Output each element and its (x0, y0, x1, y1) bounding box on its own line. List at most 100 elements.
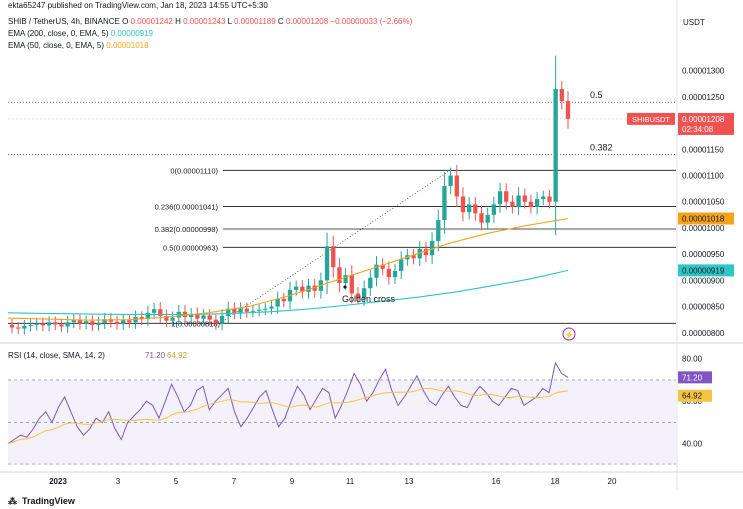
candle-body (83, 321, 89, 324)
candle-body (121, 320, 126, 324)
candle-body (516, 195, 521, 207)
candle-body (349, 275, 354, 294)
candle-body (90, 321, 95, 325)
candle-body (312, 285, 317, 291)
candle-body (269, 306, 274, 309)
last-price-tag-bg (678, 112, 734, 135)
lightning-icon (562, 327, 576, 341)
time-tick: 3 (116, 477, 121, 486)
fib-level-label: 0.382(0.00000998) (155, 225, 219, 234)
time-tick: 20 (608, 477, 617, 486)
candle-body (399, 259, 404, 271)
candle-body (528, 201, 534, 207)
candle-body (473, 204, 478, 214)
rsi-sma-tag: 64.92 (682, 392, 703, 401)
candle-body (559, 89, 564, 102)
candle-body (188, 313, 194, 318)
fib-ext-label-upper: 0.5 (590, 90, 603, 100)
rsi-legend-value: 71.20 (145, 351, 166, 360)
candle-body (59, 324, 64, 327)
price-tick: 0.00000900 (682, 276, 725, 285)
legend-change: −0.00000033 (−2.66%) (330, 17, 413, 26)
candle-body (460, 196, 466, 213)
candle-body (40, 323, 46, 326)
candle-body (355, 293, 361, 299)
candle-body (164, 315, 169, 321)
candle-body (504, 191, 509, 202)
ema200-value: 0.00000919 (110, 29, 153, 38)
golden-cross-label: Golden cross (342, 294, 396, 304)
rsi-value-tag: 71.20 (682, 373, 703, 382)
candle-body (337, 267, 342, 283)
candle-body (53, 322, 58, 325)
candle-body (219, 315, 225, 324)
fib-level-label: 0.236(0.00001041) (155, 202, 219, 211)
ema200-legend: EMA (200, close, 0, EMA, 5) 0.00000919 (8, 29, 153, 38)
fib-level-label: 0(0.00001110) (170, 166, 218, 175)
ema200-line (7, 269, 569, 315)
candle-body (226, 308, 231, 316)
footer-logo: TradingView (22, 496, 76, 506)
candle-body (263, 308, 268, 310)
candle-body (553, 89, 558, 202)
candle-body (423, 248, 429, 256)
candle-body (374, 264, 379, 278)
candle-body (411, 255, 416, 259)
golden-cross-marker (343, 285, 347, 289)
price-tick: 0.00001150 (682, 145, 724, 154)
candle-body (324, 246, 330, 281)
candle-body (479, 213, 484, 223)
rsi-tick: 40.00 (682, 440, 703, 449)
legend-c-label: C (277, 17, 284, 26)
candle-body (361, 288, 367, 299)
legend-l: 0.00001189 (234, 17, 276, 26)
price-tick: 0.00000950 (682, 250, 725, 259)
symbol-legend: SHIB / TetherUS, 4h, BINANCE O 0.0000124… (8, 17, 412, 26)
ema50-legend: EMA (50, close, 0, EMA, 5) 0.00001018 (8, 41, 149, 50)
fib-ext-label-lower: 0.382 (590, 143, 613, 153)
candle-body (392, 270, 398, 278)
candle-body (102, 319, 107, 323)
price-tick: 0.00001000 (682, 224, 725, 233)
candle-body (213, 319, 219, 324)
candle-body (22, 325, 27, 329)
countdown-tag: 02:34:08 (682, 125, 714, 134)
candle-body (497, 191, 503, 205)
candle-body (238, 308, 243, 313)
candle-body (436, 220, 441, 242)
legend-h-label: H (175, 17, 181, 26)
time-tick: 9 (290, 477, 295, 486)
legend-l-label: L (227, 17, 232, 26)
candle-body (343, 275, 348, 283)
candle-body (565, 101, 571, 119)
candle-body (127, 320, 132, 323)
candle-body (522, 195, 527, 202)
ema200-tag: 0.00000919 (682, 266, 725, 275)
candle-body (256, 309, 262, 311)
rsi-tick: 80.00 (682, 355, 703, 364)
candle-body (380, 264, 385, 269)
symbol-tag-bg (627, 112, 675, 125)
candle-body (448, 175, 453, 187)
candle-body (534, 199, 540, 207)
ema200-label: EMA (200, close, 0, EMA, 5) (8, 29, 109, 38)
candle-body (145, 312, 151, 320)
candle-body (158, 309, 163, 316)
ema50-label: EMA (50, close, 0, EMA, 5) (8, 41, 105, 50)
fib-level-label: 1(0.00000818) (171, 319, 220, 328)
legend-symbol: SHIB / TetherUS, 4h, BINANCE (8, 17, 120, 26)
candle-body (207, 315, 212, 320)
candle-body (442, 186, 447, 221)
candle-body (201, 315, 206, 319)
candle-body (250, 310, 256, 312)
candle-body (170, 317, 175, 321)
rsi-value-tag-bg (678, 371, 712, 384)
candle-body (466, 204, 472, 213)
time-tick: 16 (492, 477, 501, 486)
candle-body (429, 241, 435, 256)
ema50-line (7, 217, 569, 321)
time-tick: 11 (346, 477, 355, 486)
fib-level-label: 0.5(0.00000963) (163, 243, 219, 252)
price-tick: 0.00001100 (682, 172, 724, 181)
